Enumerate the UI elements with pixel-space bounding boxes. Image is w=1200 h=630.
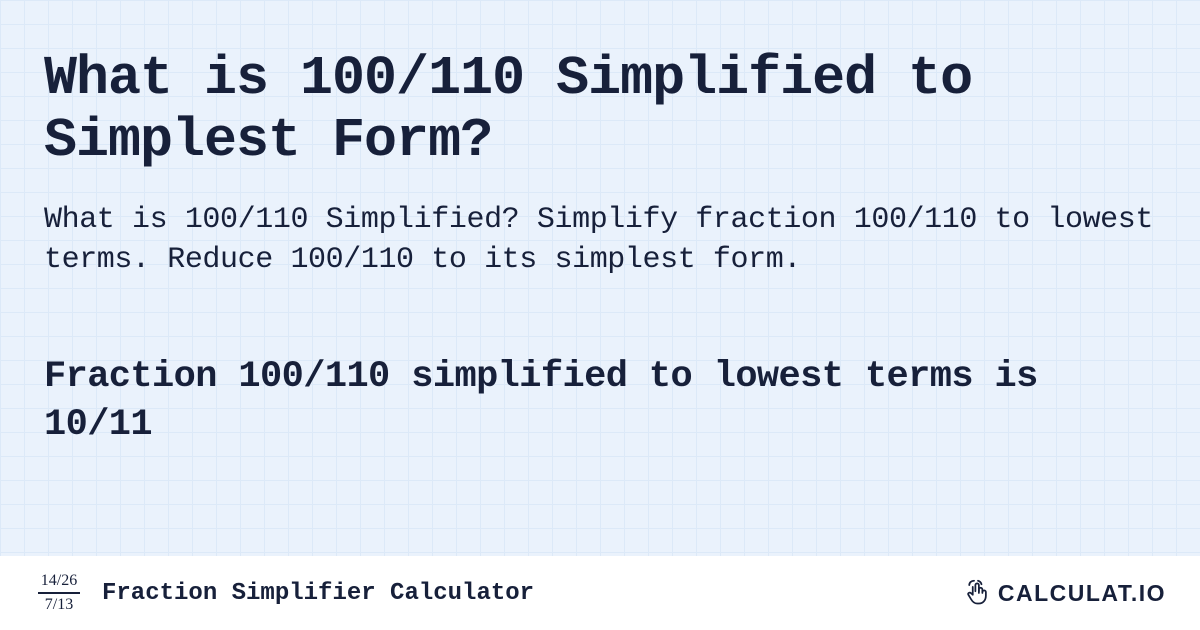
hand-tap-icon bbox=[964, 579, 992, 607]
page-heading: What is 100/110 Simplified to Simplest F… bbox=[44, 48, 1156, 171]
fraction-logo-bottom: 7/13 bbox=[45, 595, 73, 613]
brand-text: CALCULAT.IO bbox=[998, 580, 1166, 607]
fraction-logo-line bbox=[38, 592, 80, 594]
footer-title: Fraction Simplifier Calculator bbox=[102, 580, 534, 607]
page-description: What is 100/110 Simplified? Simplify fra… bbox=[44, 201, 1156, 280]
fraction-logo-top: 14/26 bbox=[41, 573, 77, 591]
result-text: Fraction 100/110 simplified to lowest te… bbox=[44, 354, 1156, 449]
brand: CALCULAT.IO bbox=[964, 579, 1166, 607]
footer-bar: 14/26 7/13 Fraction Simplifier Calculato… bbox=[0, 556, 1200, 630]
fraction-logo: 14/26 7/13 bbox=[38, 573, 80, 613]
